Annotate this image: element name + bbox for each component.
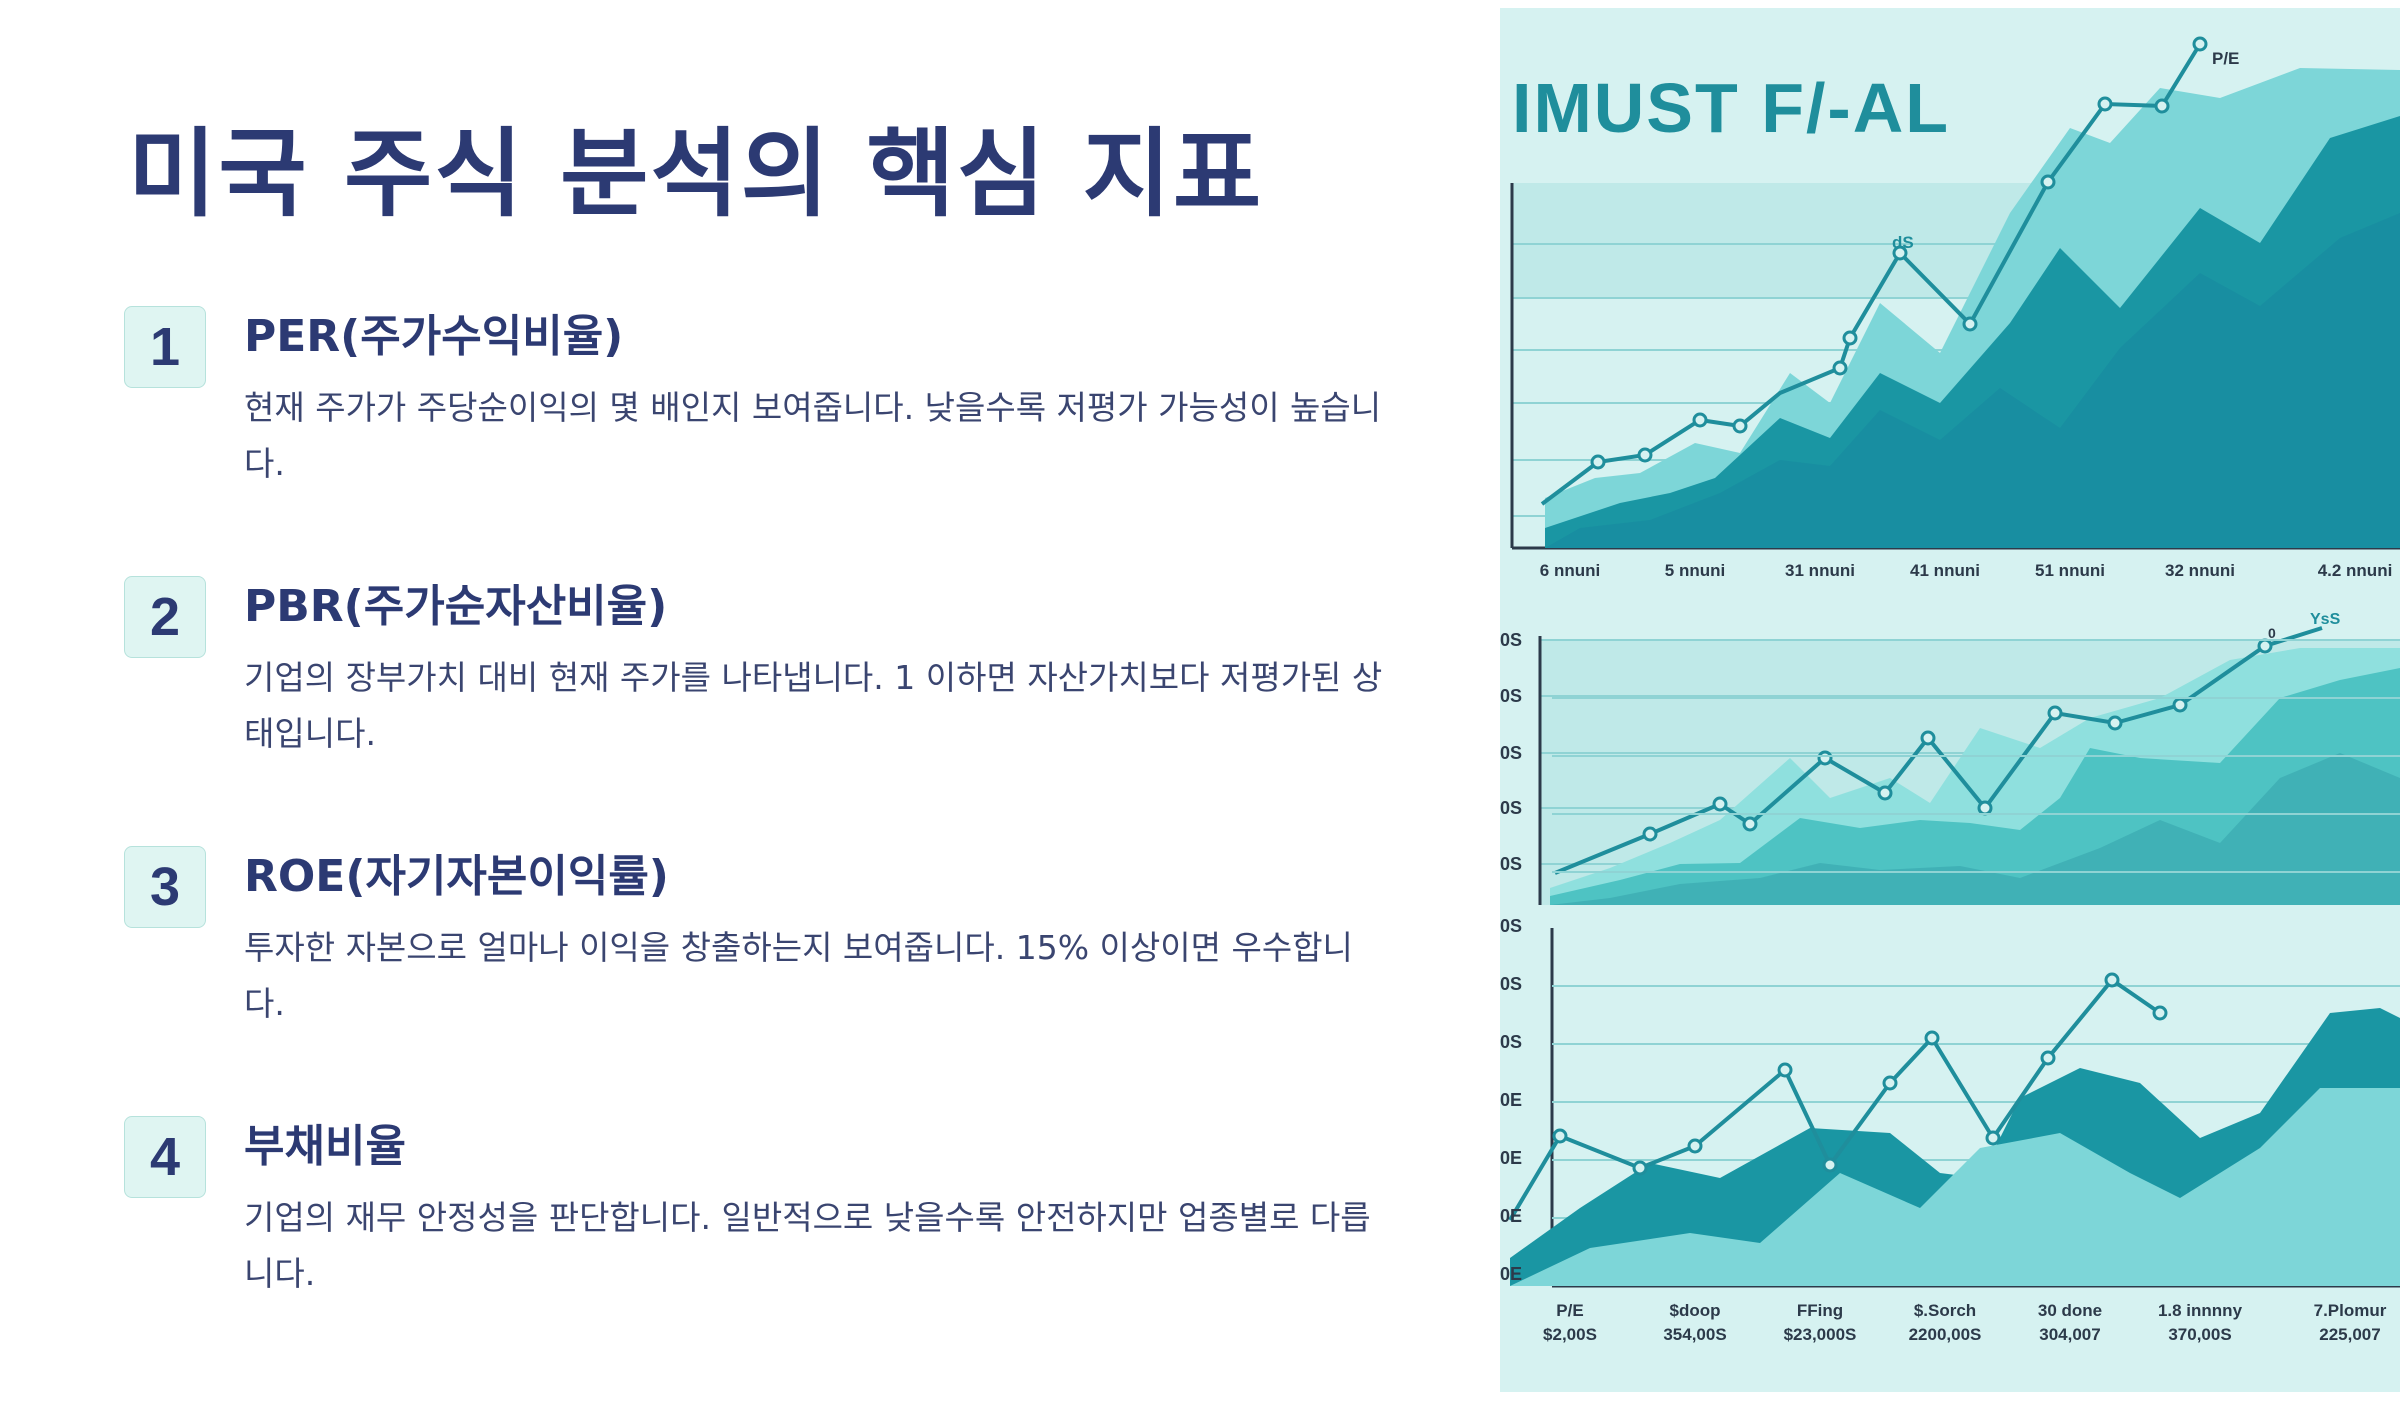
x-tick-label: FFing <box>1797 1301 1843 1320</box>
x-tick-label: 5 nnuni <box>1665 561 1725 580</box>
chart-tag: 0 <box>2268 625 2276 641</box>
stock-chart-illustration: IMUST F/-AL P/E <box>1500 8 2400 1392</box>
x-tick-label: $2,00S <box>1543 1325 1597 1344</box>
item-description: 기업의 장부가치 대비 현재 주가를 나타냅니다. 1 이하면 자산가치보다 저… <box>244 658 1383 753</box>
illustration-banner: IMUST F/-AL <box>1512 69 1950 147</box>
y-tick-label: 0E <box>1500 1148 1522 1168</box>
y-tick-label: 0S <box>1500 743 1522 763</box>
item-number-badge: 1 <box>124 306 206 388</box>
x-tick-label: 31 nnuni <box>1785 561 1855 580</box>
x-tick-label: $23,000S <box>1784 1325 1857 1344</box>
x-tick-label: 1.8 innnny <box>2158 1301 2243 1320</box>
x-tick-label: 51 nnuni <box>2035 561 2105 580</box>
x-tick-label: 304,007 <box>2039 1325 2100 1344</box>
chart-tag: YsS <box>2310 611 2341 628</box>
item-title: ROE(자기자본이익률) <box>244 851 669 902</box>
y-tick-label: 0E <box>1500 1264 1522 1284</box>
item-title: 부채비율 <box>244 1121 406 1172</box>
x-tick-label: 4.2 nnuni <box>2318 561 2393 580</box>
y-tick-label: 0S <box>1500 630 1522 650</box>
y-tick-label: 0S <box>1500 854 1522 874</box>
y-tick-label: 0S <box>1500 1032 1522 1052</box>
x-tick-label: P/E <box>1556 1301 1583 1320</box>
illustration-chart-middle: YsS 0 0S 0S 0S 0S 0S <box>1500 611 2400 905</box>
chart-tag: dS <box>1892 233 1914 252</box>
y-tick-label: 0E <box>1500 1090 1522 1110</box>
chart-tag: P/E <box>2212 49 2239 68</box>
y-tick-label: 0E <box>1500 1206 1522 1226</box>
x-tick-label: 370,00S <box>2168 1325 2231 1344</box>
y-tick-label: 0S <box>1500 974 1522 994</box>
item-number-badge: 4 <box>124 1116 206 1198</box>
illustration-chart-bottom: 0S 0S 0S 0E 0E 0E 0E P/E $doop FFing $.S… <box>1500 639 2400 1344</box>
trend-line <box>1540 42 2202 506</box>
y-tick-label: 0S <box>1500 686 1522 706</box>
x-tick-label: 6 nnuni <box>1540 561 1600 580</box>
x-tick-label: 225,007 <box>2319 1325 2380 1344</box>
item-number-badge: 2 <box>124 576 206 658</box>
y-tick-label: 0S <box>1500 916 1522 936</box>
x-tick-label: 41 nnuni <box>1910 561 1980 580</box>
x-tick-label: 7.Plomur <box>2314 1301 2387 1320</box>
item-description: 기업의 재무 안정성을 판단합니다. 일반적으로 낮을수록 안전하지만 업종별로… <box>244 1198 1371 1293</box>
item-number-badge: 3 <box>124 846 206 928</box>
page-title: 미국 주식 분석의 핵심 지표 <box>128 118 1264 230</box>
x-tick-label: 2200,00S <box>1909 1325 1982 1344</box>
x-tick-label: $doop <box>1670 1301 1721 1320</box>
x-tick-label: 354,00S <box>1663 1325 1726 1344</box>
x-tick-label: 30 done <box>2038 1301 2102 1320</box>
trend-line <box>1508 977 2162 1222</box>
item-title: PER(주가수익비율) <box>244 311 624 362</box>
item-description: 투자한 자본으로 얼마나 이익을 창출하는지 보여줍니다. 15% 이상이면 우… <box>244 928 1353 1023</box>
x-tick-label: 32 nnuni <box>2165 561 2235 580</box>
illustration-chart-top: P/E dS 6 nnuni 5 nnuni 31 nnuni 41 nnuni… <box>1510 36 2400 580</box>
item-title: PBR(주가순자산비율) <box>244 581 668 632</box>
y-tick-label: 0S <box>1500 798 1522 818</box>
x-tick-label: $.Sorch <box>1914 1301 1976 1320</box>
item-description: 현재 주가가 주당순이익의 몇 배인지 보여줍니다. 낮을수록 저평가 가능성이… <box>244 388 1382 483</box>
